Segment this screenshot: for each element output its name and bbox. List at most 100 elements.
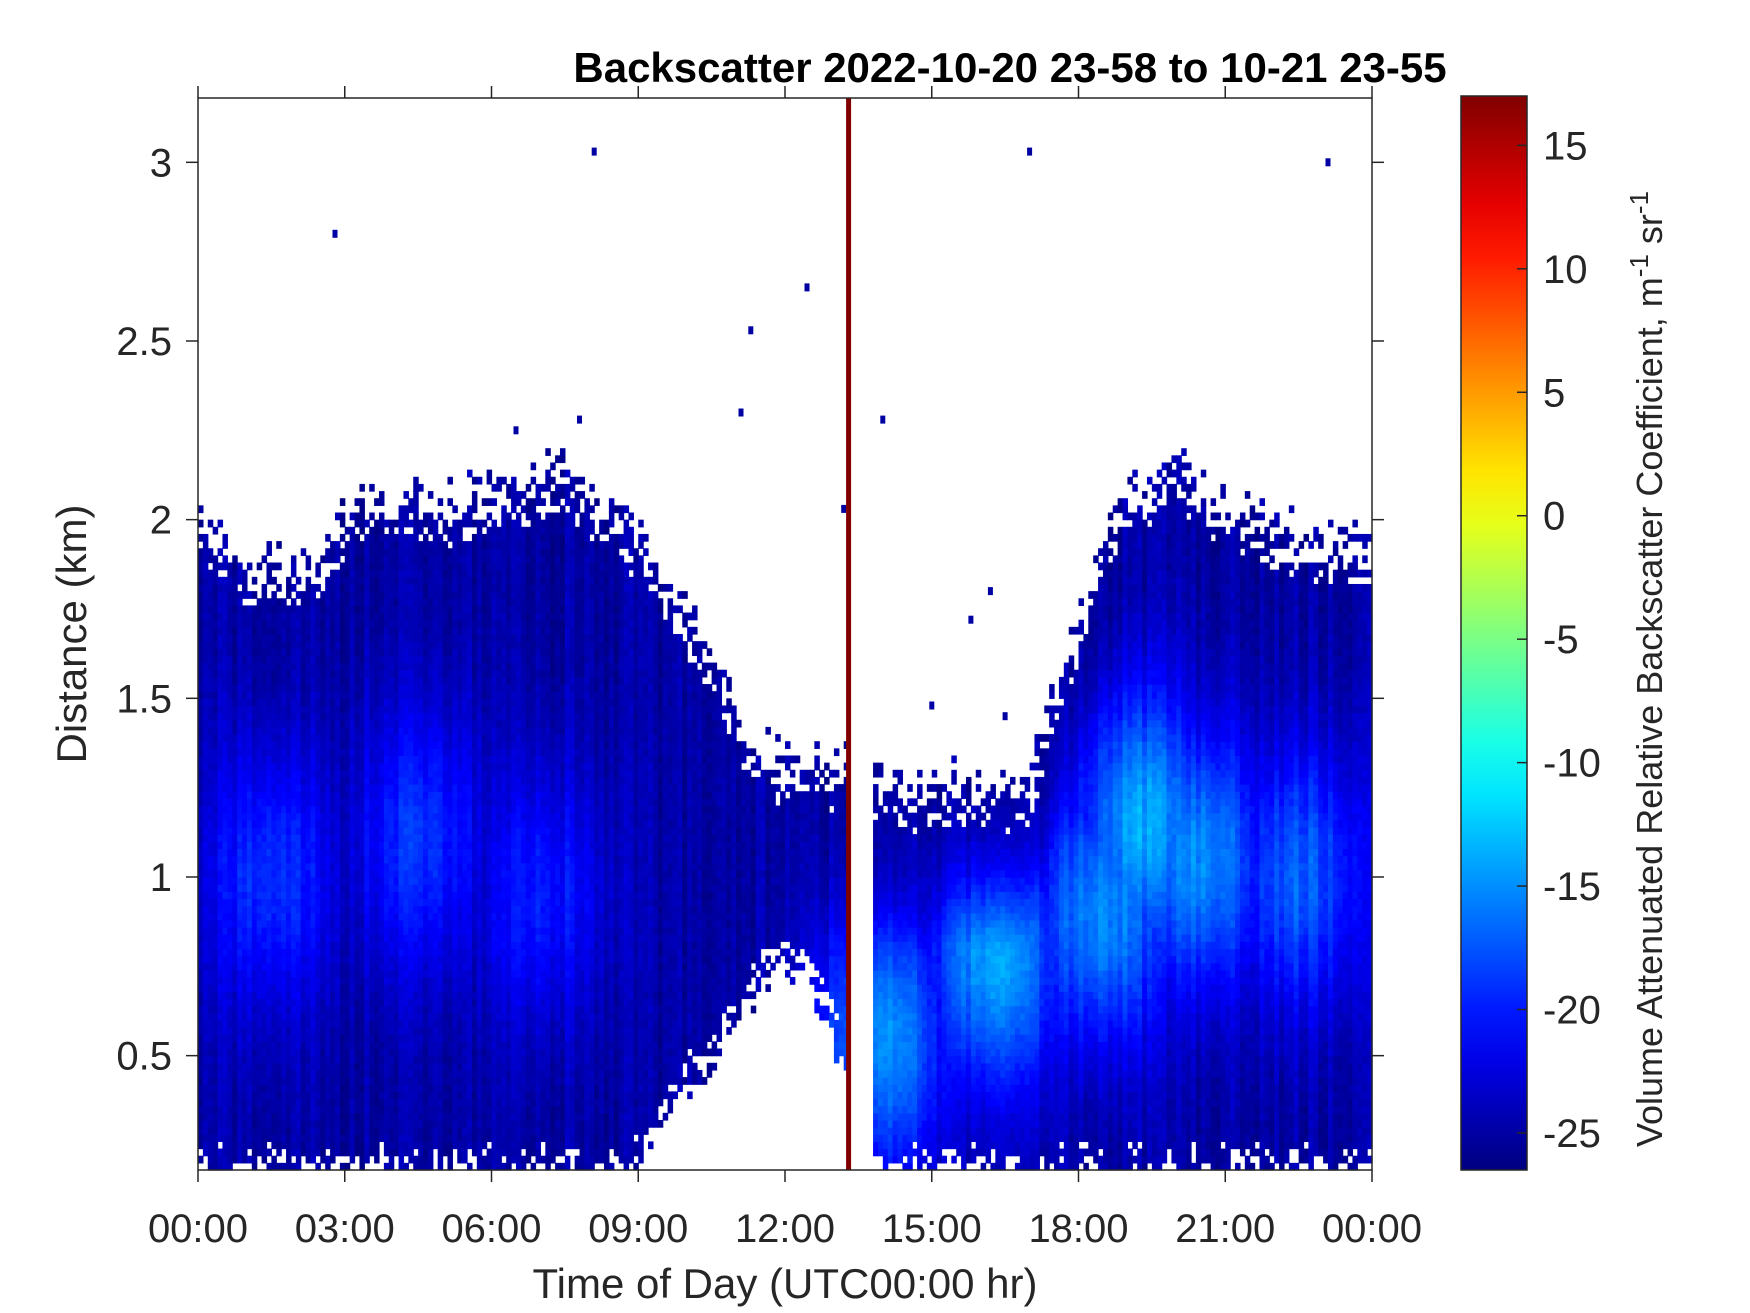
heatmap-cell (427, 912, 434, 921)
heatmap-cell (271, 626, 277, 635)
heatmap-cell (251, 998, 258, 1007)
heatmap-cell (447, 655, 453, 664)
heatmap-cell (232, 719, 238, 728)
heatmap-cell (266, 1119, 272, 1128)
heatmap-cell (330, 641, 336, 649)
heatmap-cell (237, 1055, 243, 1064)
heatmap-cell (286, 1127, 292, 1135)
heatmap-cell (295, 998, 302, 1007)
heatmap-cell (315, 791, 321, 799)
heatmap-cell (388, 884, 395, 892)
heatmap-cell (246, 634, 253, 642)
heatmap-cell (423, 834, 429, 842)
heatmap-cell (452, 1098, 458, 1107)
heatmap-cell (334, 898, 341, 907)
heatmap-cell (432, 619, 439, 628)
heatmap-cell (246, 998, 253, 1007)
heatmap-cell (217, 955, 224, 964)
heatmap-cell (462, 948, 468, 957)
heatmap-cell (467, 991, 473, 1000)
heatmap-cell (471, 1005, 478, 1014)
heatmap-cell (290, 669, 297, 678)
heatmap-cell (232, 1105, 238, 1114)
heatmap-cell (207, 891, 214, 900)
heatmap-cell (437, 912, 444, 921)
heatmap-cell (393, 634, 400, 642)
heatmap-cell (413, 762, 419, 771)
heatmap-cell (330, 684, 336, 692)
heatmap-cell (232, 762, 238, 771)
heatmap-cell (227, 1019, 233, 1028)
heatmap-cell (442, 955, 449, 964)
heatmap-cell (403, 712, 409, 721)
heatmap-cell (330, 655, 336, 664)
heatmap-cell (413, 962, 419, 971)
heatmap-cell (276, 676, 282, 685)
heatmap-cell (398, 669, 405, 678)
heatmap-cell (452, 791, 458, 799)
heatmap-cell (286, 691, 292, 699)
heatmap-cell (320, 905, 326, 914)
heatmap-cell (334, 719, 341, 728)
heatmap-cell (320, 705, 326, 714)
heatmap-cell (476, 969, 483, 978)
heatmap-cell (251, 855, 258, 864)
heatmap-cell (344, 912, 351, 921)
heatmap-cell (256, 848, 263, 857)
heatmap-cell (457, 1069, 463, 1078)
heatmap-cell (427, 991, 434, 1000)
heatmap-cell (349, 669, 356, 678)
heatmap-cell (349, 991, 356, 1000)
heatmap-cell (393, 848, 400, 857)
heatmap-cell (222, 912, 228, 921)
heatmap-cell (349, 927, 356, 935)
heatmap-cell (202, 941, 209, 950)
heatmap-cell (388, 927, 395, 935)
heatmap-cell (334, 784, 341, 792)
heatmap-cell (388, 712, 395, 721)
heatmap-cell (378, 869, 385, 878)
heatmap-cell (222, 719, 228, 728)
heatmap-cell (212, 848, 219, 857)
heatmap-cell (476, 1098, 483, 1107)
heatmap-cell (413, 941, 419, 950)
heatmap-cell (290, 927, 297, 935)
heatmap-cell (369, 805, 375, 814)
heatmap-cell (320, 941, 326, 950)
heatmap-cell (467, 1062, 473, 1071)
heatmap-cell (388, 955, 395, 964)
heatmap-cell (354, 726, 361, 735)
heatmap-cell (261, 1062, 268, 1071)
heatmap-cell (300, 977, 307, 985)
heatmap-cell (471, 891, 478, 900)
heatmap-cell (325, 626, 331, 635)
heatmap-cell (457, 834, 463, 842)
heatmap-cell (349, 1077, 356, 1085)
heatmap-cell (374, 591, 380, 599)
heatmap-cell (398, 998, 405, 1007)
heatmap-cell (266, 1027, 272, 1035)
heatmap-cell (467, 576, 473, 585)
heatmap-cell (207, 826, 214, 835)
heatmap-cell (344, 1119, 351, 1128)
heatmap-cell (276, 1069, 282, 1078)
heatmap-cell (413, 776, 419, 785)
heatmap-cell (344, 734, 351, 742)
heatmap-cell (398, 805, 405, 814)
heatmap-cell (349, 591, 356, 599)
heatmap-cell (393, 876, 400, 885)
heatmap-cell (246, 562, 253, 571)
heatmap-cell (202, 576, 209, 585)
heatmap-cell (408, 1041, 414, 1050)
heatmap-cell (198, 819, 204, 828)
heatmap-cell (369, 555, 375, 564)
heatmap-cell (212, 1155, 219, 1164)
heatmap-cell (281, 1127, 287, 1135)
heatmap-cell (393, 569, 400, 578)
heatmap-cell (462, 869, 468, 878)
heatmap-cell (300, 791, 307, 799)
heatmap-cell (383, 798, 390, 807)
heatmap-cell (408, 1005, 414, 1014)
heatmap-cell (202, 927, 209, 935)
heatmap-cell (427, 826, 434, 835)
